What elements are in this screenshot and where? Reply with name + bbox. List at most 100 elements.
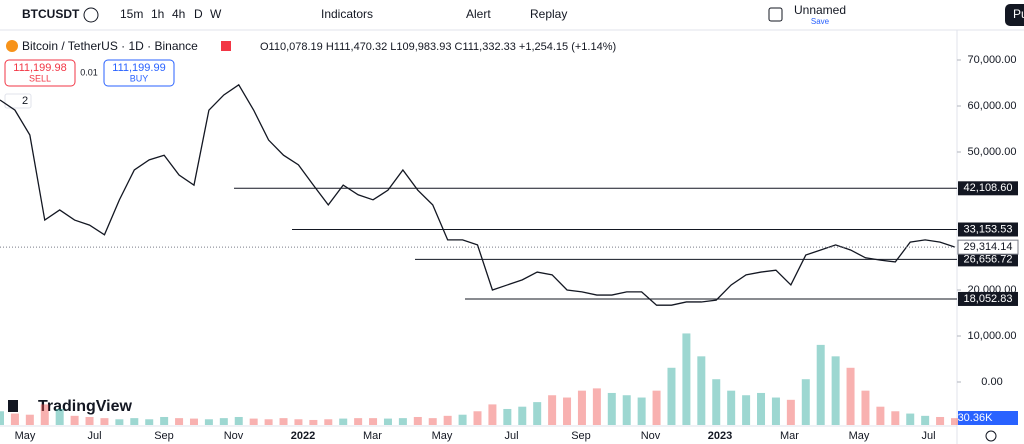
coin-icon [6,40,18,52]
save-label[interactable]: Save [811,17,830,26]
sell-box[interactable] [4,59,76,87]
volume-bar [652,390,661,425]
volume-bar [204,419,213,425]
x-tick-label: May [849,430,870,442]
volume-bar [488,404,497,425]
volume-bar [25,414,34,425]
volume-bar [428,418,437,425]
alert-button[interactable]: Alert [466,7,491,21]
volume-bar [742,395,751,425]
volume-bar [682,333,691,425]
publish-label[interactable]: Pu [1013,7,1024,21]
brand-logo [8,400,18,412]
volume-bar [324,419,333,425]
volume-bar [234,416,243,425]
interval[interactable]: 1h [151,7,164,21]
price-line [0,83,956,306]
volume-bar [309,419,318,425]
buy-box[interactable] [103,59,175,87]
volume-bar [85,416,94,425]
volume-bar [503,408,512,425]
buy-price[interactable]: 111,199.99 [112,62,165,74]
volume-bar [592,388,601,425]
x-tick-label: 2022 [291,430,315,442]
x-tick-label: May [432,430,453,442]
layout-name[interactable]: Unnamed [794,3,846,17]
interval[interactable]: D [194,7,203,21]
y-tick-label: 0.00 [981,376,1002,388]
volume-bar [115,419,124,425]
x-tick-label: Mar [780,430,799,442]
level-label: 18,052.83 [964,293,1013,305]
x-tick-label: Jul [504,430,518,442]
volume-bar [667,367,676,425]
volume-bar [951,418,959,425]
volume-bar [697,356,706,425]
volume-label-box [958,411,1018,425]
volume-bar [637,397,646,425]
volume-bar [175,418,184,425]
volume-bar [413,416,422,425]
volume-bar [458,414,467,425]
volume-bar [936,416,945,425]
volume-bar [443,415,452,425]
x-tick-label: 2023 [708,430,732,442]
interval[interactable]: 15m [120,7,143,21]
volume-bar [70,415,79,425]
indicator-toggle[interactable] [4,93,32,109]
volume-bar [264,419,273,425]
volume-bar [548,395,557,425]
volume-bar [383,418,392,425]
sell-label[interactable]: SELL [29,73,51,83]
checkbox[interactable] [768,7,783,22]
flag[interactable] [221,41,231,51]
symbol[interactable]: BTCUSDT [22,7,80,21]
level-label: 42,108.60 [964,182,1013,194]
buy-label[interactable]: BUY [130,73,149,83]
indicators-button[interactable]: Indicators [321,7,373,21]
volume-label: 30.36K [958,412,994,424]
volume-bar [100,418,109,425]
volume-bar [861,390,870,425]
volume-bar [279,418,288,425]
volume-bar [160,416,169,425]
spread: 0.01 [80,67,98,77]
volume-bar [339,418,348,425]
volume-bar [219,418,228,425]
x-tick-label: Jul [921,430,935,442]
volume-bar [786,399,795,425]
level-label-box [958,222,1018,237]
level-label-box [958,252,1018,267]
x-tick-label: Nov [641,430,661,442]
volume-bar [816,344,825,425]
indicator-count[interactable]: 2 [22,95,28,107]
y-tick-label: 70,000.00 [968,54,1017,66]
volume-bar [622,395,631,425]
volume-bar [294,419,303,425]
volume-bar [712,379,721,425]
volume-bar [55,408,64,425]
replay-button[interactable]: Replay [530,7,567,21]
interval[interactable]: W [210,7,222,21]
volume-bar [906,413,915,425]
level-label: 33,153.53 [964,223,1013,235]
add-symbol[interactable] [83,7,99,23]
volume-bar [145,419,154,425]
volume-bar [0,411,4,425]
x-tick-label: Sep [154,430,174,442]
publish-button[interactable] [1005,4,1024,26]
volume-bar [876,406,885,425]
y-tick-label: 60,000.00 [968,100,1017,112]
sell-price[interactable]: 111,199.98 [13,62,66,74]
interval[interactable]: 4h [172,7,185,21]
volume-bar [846,367,855,425]
volume-bar [249,418,258,425]
volume-bar [921,415,930,425]
y-tick-label: 10,000.00 [968,330,1017,342]
volume-bar [518,406,527,425]
settings[interactable] [985,430,997,442]
volume-bar [577,390,586,425]
volume-bar [831,356,840,425]
